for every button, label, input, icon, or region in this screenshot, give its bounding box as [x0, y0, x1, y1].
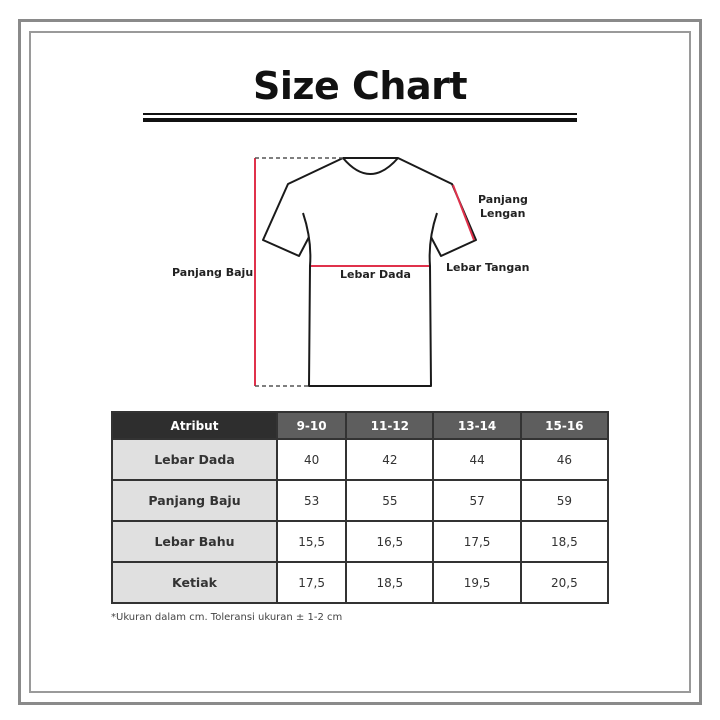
panjang-lengan-line	[452, 184, 475, 241]
table-row: Lebar Dada 40 42 44 46	[111, 438, 610, 481]
table-cell: 20,5	[519, 561, 610, 604]
header-cell: 13-14	[432, 411, 522, 440]
table-cell: 18,5	[519, 520, 610, 563]
table-cell: 53	[275, 479, 348, 522]
row-label: Panjang Baju	[111, 479, 278, 522]
table-cell: 57	[432, 479, 522, 522]
title-underline-thick	[143, 118, 577, 122]
size-table: Atribut 9-10 11-12 13-14 15-16 Lebar Dad…	[111, 411, 610, 604]
label-panjang-lengan-2: Lengan	[480, 207, 526, 220]
table-cell: 40	[275, 438, 348, 481]
inner-frame	[29, 31, 691, 693]
header-cell: 15-16	[519, 411, 610, 440]
title-underline-thin	[143, 113, 577, 115]
label-panjang-lengan-1: Panjang	[478, 193, 528, 206]
header-cell: 11-12	[345, 411, 435, 440]
table-cell: 17,5	[432, 520, 522, 563]
table-cell: 46	[519, 438, 610, 481]
measure-lines	[254, 157, 475, 387]
table-cell: 44	[432, 438, 522, 481]
label-lebar-dada: Lebar Dada	[340, 268, 411, 281]
table-cell: 17,5	[275, 561, 348, 604]
table-row: Panjang Baju 53 55 57 59	[111, 479, 610, 522]
table-cell: 16,5	[345, 520, 435, 563]
row-label: Ketiak	[111, 561, 278, 604]
label-lebar-tangan: Lebar Tangan	[446, 261, 530, 274]
table-cell: 18,5	[345, 561, 435, 604]
table-cell: 15,5	[275, 520, 348, 563]
table-cell: 42	[345, 438, 435, 481]
row-label: Lebar Bahu	[111, 520, 278, 563]
label-panjang-baju: Panjang Baju	[172, 266, 254, 279]
table-header-row: Atribut 9-10 11-12 13-14 15-16	[111, 411, 610, 440]
outer-frame	[18, 19, 702, 705]
row-label: Lebar Dada	[111, 438, 278, 481]
page-title: Size Chart	[252, 64, 468, 108]
table-cell: 59	[519, 479, 610, 522]
table-cell: 19,5	[432, 561, 522, 604]
table-cell: 55	[345, 479, 435, 522]
size-note: *Ukuran dalam cm. Toleransi ukuran ± 1-2…	[111, 612, 343, 623]
table-row: Ketiak 17,5 18,5 19,5 20,5	[111, 561, 610, 604]
header-cell: Atribut	[111, 411, 278, 440]
header-cell: 9-10	[275, 411, 348, 440]
table-row: Lebar Bahu 15,5 16,5 17,5 18,5	[111, 520, 610, 563]
